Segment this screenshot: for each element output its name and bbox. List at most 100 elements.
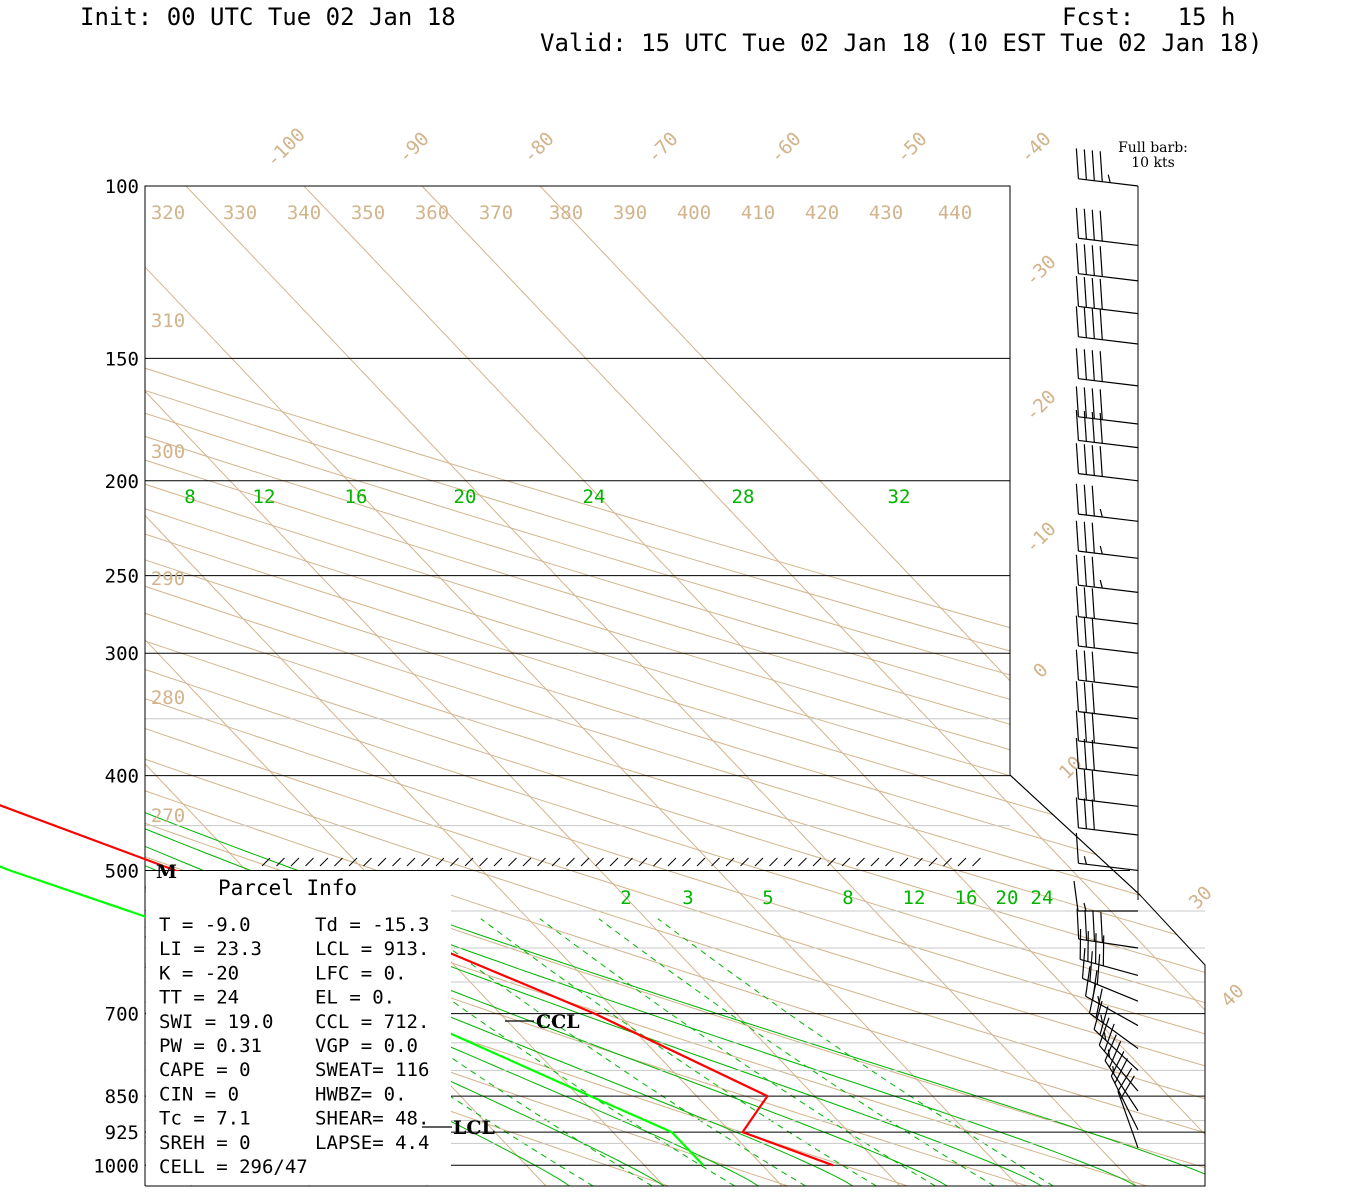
barb-flag <box>1075 586 1080 617</box>
hatch-mark <box>798 857 807 867</box>
dry-adiabat-line <box>145 186 1205 1186</box>
barb-flag <box>1075 276 1080 307</box>
theta-label: 350 <box>351 202 385 224</box>
barb-flag <box>1099 1006 1109 1036</box>
isotherm-line <box>145 186 783 1186</box>
mixing-ratio-label: 5 <box>762 887 773 909</box>
mixing-ratio-label: 2 <box>620 887 631 909</box>
isotherm-label: -60 <box>766 128 806 168</box>
pressure-label: 700 <box>105 1004 139 1026</box>
barb-flag <box>1092 910 1096 942</box>
hatch-mark <box>725 857 735 867</box>
isotherm-label: 10 <box>1055 752 1087 784</box>
barb-shaft <box>1078 679 1139 688</box>
isotherm-label: -100 <box>262 124 310 172</box>
barb-flag <box>1075 243 1080 274</box>
barb-flag <box>1099 151 1103 182</box>
parcel-info-background <box>146 871 451 1185</box>
parcel-row-left: Tc = 7.1 <box>159 1108 251 1130</box>
dry-adiabat-line <box>145 186 1205 1186</box>
theta-label: 380 <box>549 202 583 224</box>
wind-barbs <box>1073 148 1139 1149</box>
moist-label: 28 <box>732 486 755 508</box>
wind-barb <box>1079 928 1139 977</box>
barb-flag <box>1075 797 1080 828</box>
wind-barb <box>1093 1000 1139 1071</box>
barb-flag <box>1083 555 1087 587</box>
wind-barb <box>1073 880 1138 912</box>
hatch-mark <box>769 857 778 867</box>
barb-flag <box>1098 1017 1110 1046</box>
wind-barb <box>1075 386 1139 425</box>
isotherm-label: 30 <box>1185 882 1217 914</box>
barb-flag <box>1075 649 1080 681</box>
parcel-row-right: SWEAT= 116 <box>315 1059 429 1081</box>
barb-half-flag <box>1083 902 1087 912</box>
barb-flag <box>1083 387 1087 418</box>
barb-flag <box>1075 443 1080 474</box>
parcel-info-table: T = -9.0 Td = -15.3 LI = 23.3 LCL = 913. K =… <box>159 914 429 1178</box>
barb-flag <box>1083 277 1087 308</box>
barb-shaft <box>1078 645 1139 654</box>
barb-shaft <box>1078 416 1139 425</box>
barb-shaft <box>1078 550 1139 559</box>
hatch-mark <box>363 857 372 867</box>
barb-flag <box>1075 483 1080 515</box>
isotherm-label: -50 <box>892 128 932 168</box>
hatch-mark <box>682 857 691 867</box>
barb-flag <box>1091 799 1095 830</box>
barb-shaft <box>1082 977 1139 1002</box>
barb-shaft <box>1078 798 1139 807</box>
barb-shaft <box>1078 862 1139 872</box>
hatch-mark <box>638 857 648 867</box>
parcel-row-right: CCL = 712. <box>315 1011 429 1033</box>
barb-flag <box>1117 1067 1133 1092</box>
isotherm-line <box>145 186 901 1186</box>
dry-adiabat-line <box>145 186 1205 1186</box>
dry-adiabat-line <box>145 186 669 1186</box>
ccl-label: CCL <box>536 1011 580 1033</box>
barb-flag <box>1099 246 1103 277</box>
hatch-mark <box>406 857 416 867</box>
barb-flag <box>1091 277 1095 309</box>
pressure-label: 100 <box>105 176 139 198</box>
wind-barb <box>1075 797 1139 836</box>
theta-label: 410 <box>741 202 775 224</box>
barb-half-flag <box>1099 579 1103 589</box>
moist-label: 32 <box>888 486 911 508</box>
pressure-label: 850 <box>105 1086 139 1108</box>
wind-barb <box>1075 410 1139 449</box>
mixing-ratio-label: 3 <box>682 887 693 909</box>
barb-flag <box>1099 446 1103 477</box>
hatch-mark <box>740 857 749 867</box>
hatch-mark <box>972 857 981 867</box>
barb-flag <box>1120 1075 1135 1100</box>
moist-label: 16 <box>345 486 368 508</box>
barb-flag <box>1099 351 1103 382</box>
wind-barb <box>1075 710 1139 749</box>
barb-flag <box>1075 832 1080 864</box>
theta-label: 300 <box>151 441 185 463</box>
isotherm-line <box>185 186 1137 1186</box>
hatch-mark <box>885 857 894 867</box>
isotherm-label: -90 <box>394 128 434 168</box>
hatch-mark <box>696 857 706 867</box>
isotherm-line <box>145 186 665 1186</box>
parcel-row-right: HWBZ= 0. <box>315 1083 407 1105</box>
hatch-mark <box>435 857 445 867</box>
barb-shaft <box>1078 711 1139 720</box>
hatch-mark <box>392 857 401 867</box>
temperature-profile <box>0 804 834 1167</box>
wind-barb <box>1075 737 1139 777</box>
barb-flag <box>1075 207 1080 239</box>
parcel-row-right: Td = -15.3 <box>315 914 429 936</box>
barb-flag <box>1099 210 1103 242</box>
barb-flag <box>1091 445 1095 476</box>
barb-half-flag <box>1083 856 1087 865</box>
dry-adiabat-line <box>145 186 789 1186</box>
hatch-mark <box>899 857 909 867</box>
dry-adiabat-line <box>145 186 1205 1186</box>
hatch-mark <box>856 857 865 867</box>
barb-flag <box>1083 244 1087 275</box>
theta-label: 340 <box>287 202 321 224</box>
